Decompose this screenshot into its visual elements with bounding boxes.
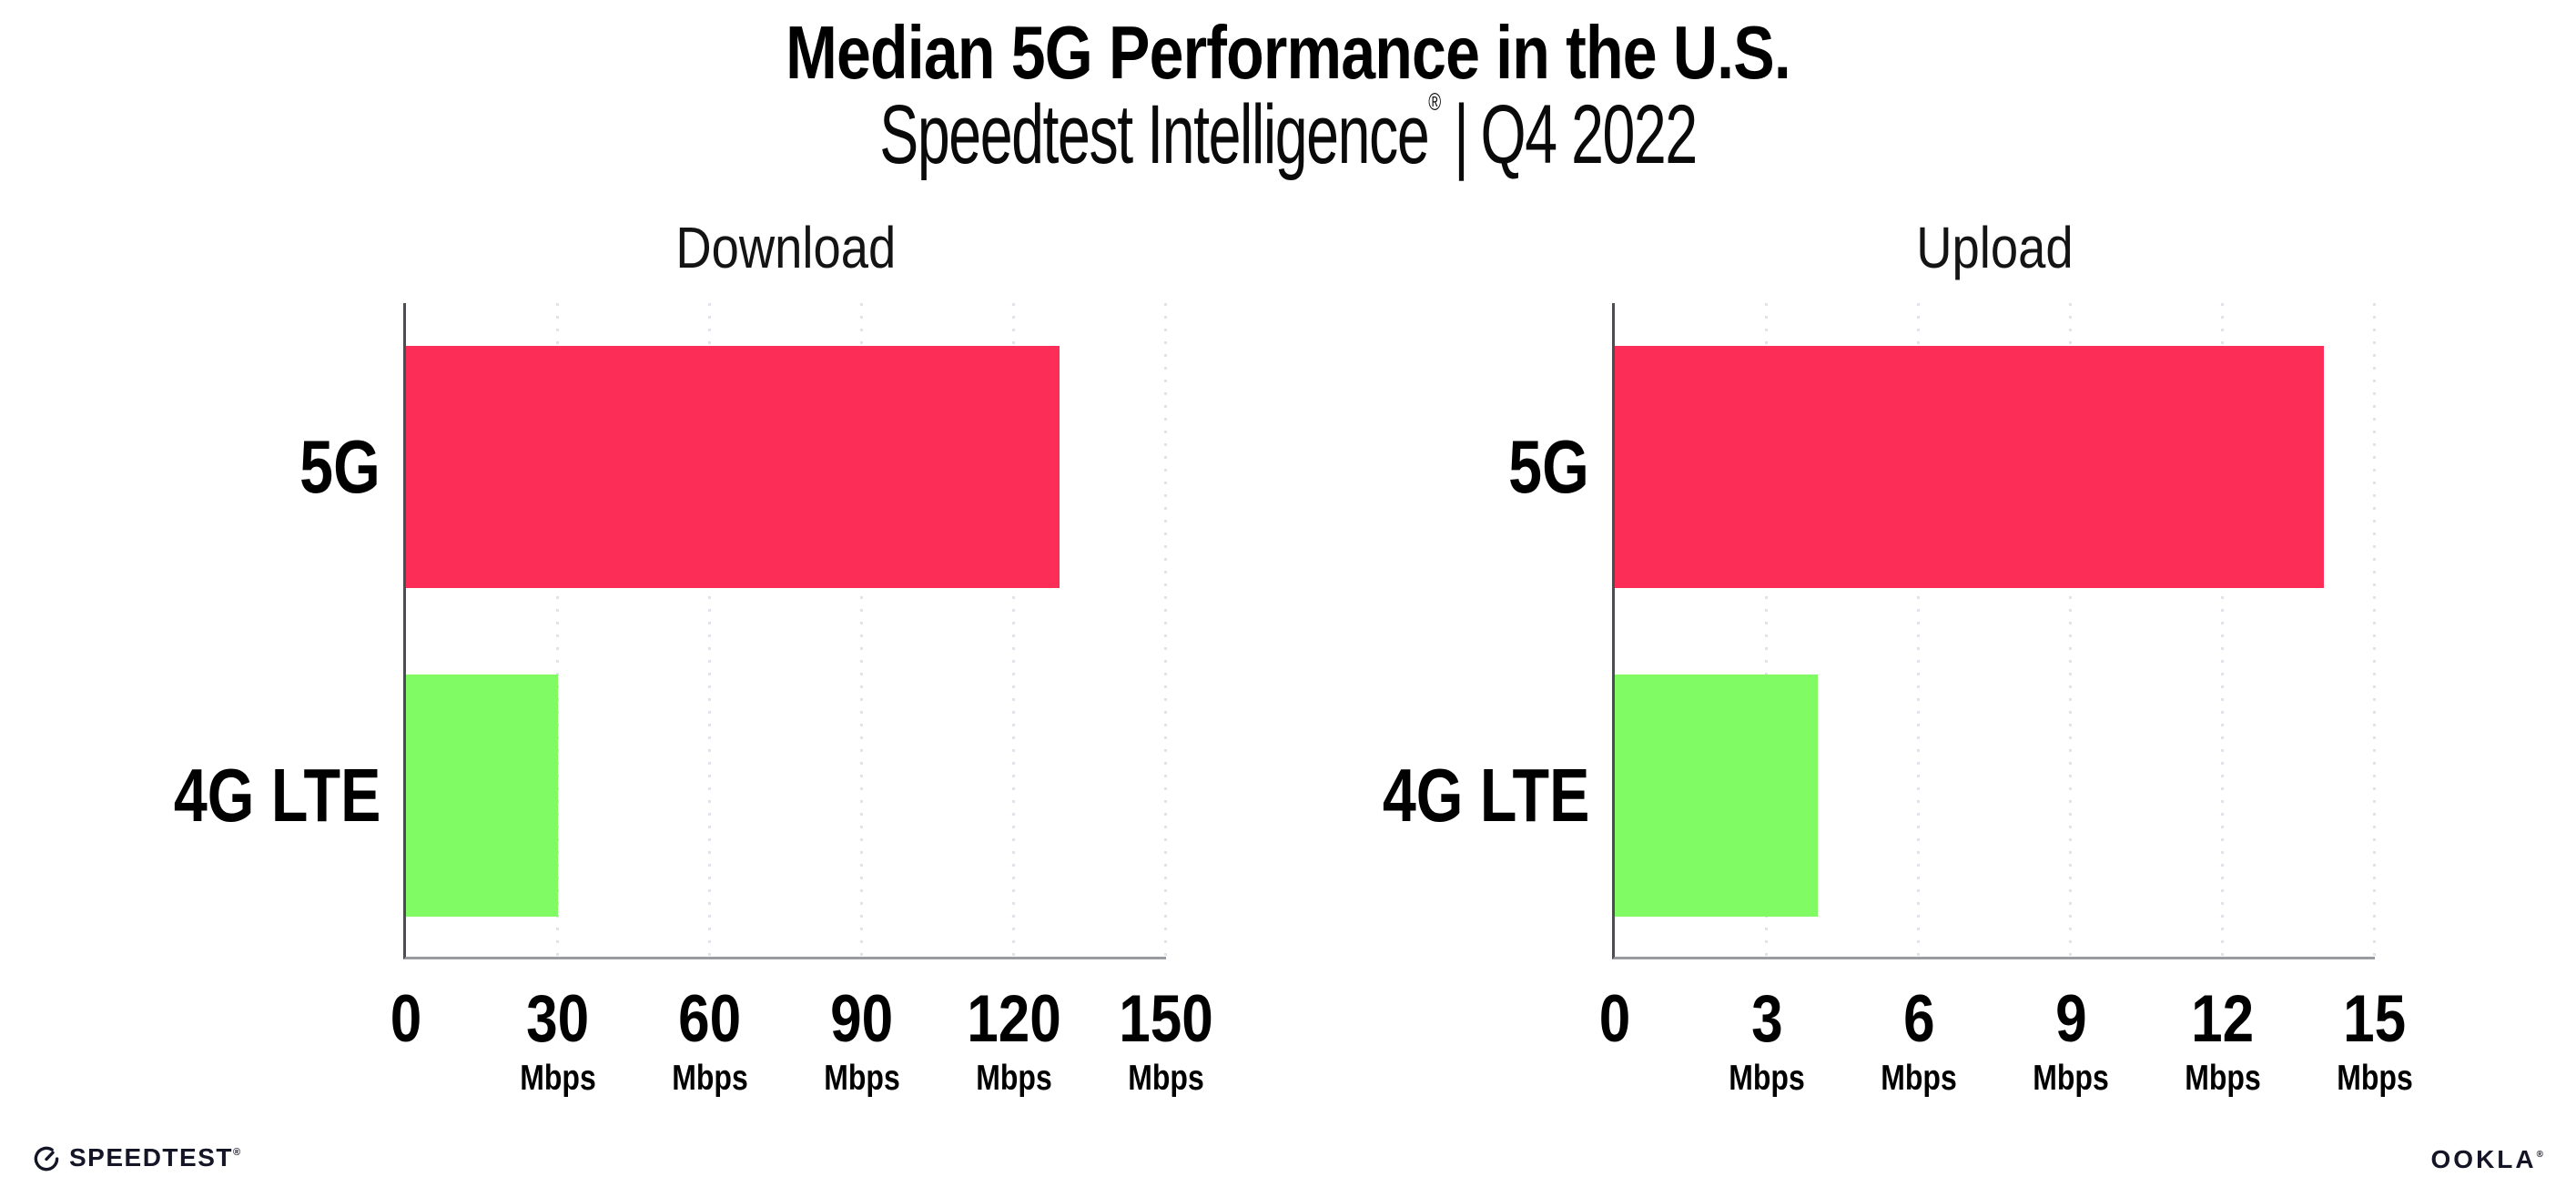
gridline <box>2069 303 2072 957</box>
4g-lte-download-bar <box>406 675 558 917</box>
x-tick-value: 3 <box>1750 982 1783 1056</box>
4g-lte-upload-bar <box>1615 675 1818 917</box>
x-tick-value: 12 <box>2191 982 2255 1056</box>
x-tick-value: 6 <box>1902 982 1935 1056</box>
x-tick-label: 150 Mbps <box>1111 986 1222 1096</box>
ookla-registered-icon: ® <box>2536 1150 2543 1160</box>
x-tick-label: 30 Mbps <box>512 986 604 1096</box>
category-label: 5G <box>1508 424 1589 509</box>
speedtest-logo: SPEEDTEST® <box>33 1142 240 1173</box>
x-tick-unit: Mbps <box>1729 1059 1805 1098</box>
x-tick-value: 15 <box>2343 982 2407 1056</box>
category-label: 4G LTE <box>1382 753 1589 837</box>
gridline <box>708 303 711 957</box>
gridline <box>1917 303 1920 957</box>
download-chart-title: Download <box>675 215 897 280</box>
x-tick-label: 90 Mbps <box>816 986 908 1096</box>
x-tick-unit: Mbps <box>520 1059 596 1098</box>
page-subtitle: Speedtest Intelligence® | Q4 2022 <box>0 87 2576 183</box>
gridline <box>1765 303 1768 957</box>
x-tick-label: 12 Mbps <box>2176 986 2269 1096</box>
x-tick-value: 0 <box>1598 982 1631 1056</box>
subtitle-brand: Speedtest Intelligence <box>879 88 1429 181</box>
5g-upload-bar <box>1615 346 2325 588</box>
category-label: 4G LTE <box>173 753 380 837</box>
download-chart-plot: Download 0 30 Mbps 60 Mbps 90 Mbps 120 Mbps 150 Mb… <box>173 215 1212 1096</box>
subtitle-period: Q4 2022 <box>1480 88 1698 181</box>
page-title: Median 5G Performance in the U.S. <box>786 10 1791 95</box>
x-tick-value: 9 <box>2054 982 2087 1056</box>
x-tick-unit: Mbps <box>1128 1059 1204 1098</box>
x-tick-value: 150 <box>1119 982 1213 1056</box>
x-tick-unit: Mbps <box>2185 1059 2261 1098</box>
gridline <box>1164 303 1167 957</box>
upload-chart-plot: Upload 0 3 Mbps 6 Mbps 9 Mbps 12 Mbps 15 Mbps 5G 4G … <box>1382 215 2412 1096</box>
x-tick-label: 15 Mbps <box>2328 986 2421 1096</box>
upload-chart-title: Upload <box>1916 215 2074 280</box>
gridline <box>556 303 559 957</box>
x-tick-label: 0 <box>388 986 425 1052</box>
5g-download-bar <box>406 346 1060 588</box>
x-tick-value: 120 <box>967 982 1061 1056</box>
gridline <box>1012 303 1015 957</box>
x-tick-unit: Mbps <box>1881 1059 1957 1098</box>
subtitle-separator: | <box>1454 88 1469 181</box>
x-tick-label: 60 Mbps <box>664 986 756 1096</box>
x-tick-label: 3 Mbps <box>1720 986 1813 1096</box>
x-tick-label: 120 Mbps <box>958 986 1070 1096</box>
x-tick-value: 30 <box>526 982 590 1056</box>
ookla-wordmark: OOKLA <box>2430 1145 2537 1173</box>
x-tick-unit: Mbps <box>2033 1059 2109 1098</box>
x-tick-value: 60 <box>678 982 742 1056</box>
gridline <box>2373 303 2376 957</box>
speedtest-gauge-icon <box>34 1146 59 1172</box>
x-tick-unit: Mbps <box>976 1059 1052 1098</box>
x-tick-value: 0 <box>390 982 422 1056</box>
speedtest-registered-icon: ® <box>232 1147 241 1158</box>
x-tick-value: 90 <box>830 982 894 1056</box>
x-tick-unit: Mbps <box>824 1059 900 1098</box>
x-tick-unit: Mbps <box>672 1059 748 1098</box>
gridline <box>2221 303 2224 957</box>
x-tick-label: 0 <box>1597 986 1634 1052</box>
ookla-logo: OOKLA® <box>2431 1145 2543 1174</box>
registered-trademark-icon: ® <box>1428 88 1442 116</box>
x-tick-unit: Mbps <box>2337 1059 2413 1098</box>
speedtest-wordmark: SPEEDTEST® <box>69 1143 241 1172</box>
x-tick-label: 9 Mbps <box>2024 986 2117 1096</box>
x-tick-label: 6 Mbps <box>1872 986 1965 1096</box>
gridline <box>860 303 863 957</box>
category-label: 5G <box>299 424 380 509</box>
